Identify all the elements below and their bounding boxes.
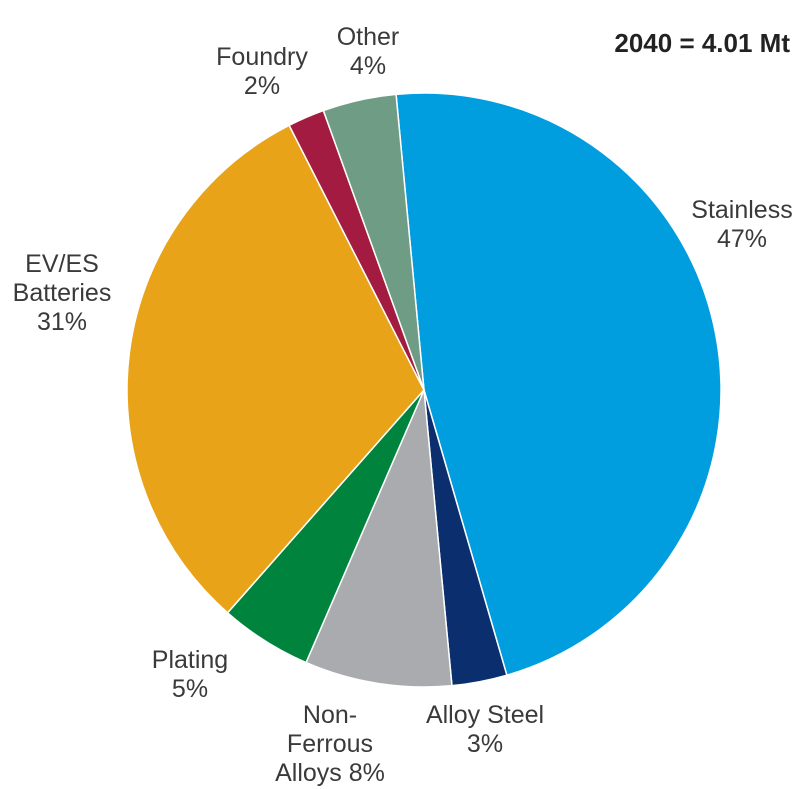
slice-label-line: Stainless (691, 196, 792, 224)
total-annotation: 2040 = 4.01 Mt (614, 28, 790, 58)
slice-label-2: Non-Ferrous Alloys 8% (275, 701, 385, 787)
slice-label-line: 2% (244, 72, 280, 100)
slice-label-line: Plating (152, 646, 228, 674)
pie-slices (126, 92, 722, 688)
slice-label-6: Other 4% (337, 23, 400, 80)
slice-label-line: Alloys 8% (275, 759, 385, 787)
slice-label-line: 47% (717, 225, 767, 253)
slice-label-line: Foundry (216, 43, 308, 71)
slice-label-line: Alloy Steel (426, 701, 544, 729)
slice-label-line: 4% (350, 52, 386, 80)
slice-label-line: Other (337, 23, 400, 51)
slice-label-line: EV/ES (25, 250, 99, 278)
pie-labels: Stainless 47%Alloy Steel 3%Non-Ferrous Allo… (13, 23, 793, 787)
slice-label-3: Plating 5% (152, 646, 228, 703)
slice-label-5: Foundry 2% (216, 43, 308, 100)
slice-label-line: 31% (37, 308, 87, 336)
slice-label-line: 5% (172, 675, 208, 703)
pie-slice-4 (126, 124, 425, 614)
pie-slice-6 (322, 93, 425, 391)
pie-slice-2 (305, 389, 453, 688)
pie-slice-0 (395, 92, 722, 677)
slice-label-line: Ferrous (287, 730, 373, 758)
slice-label-1: Alloy Steel 3% (426, 701, 544, 758)
slice-label-line: Non- (303, 701, 357, 729)
slice-label-line: Batteries (13, 279, 112, 307)
slice-label-0: Stainless 47% (691, 196, 792, 253)
slice-label-4: EV/ES Batteries 31% (13, 250, 112, 336)
slice-label-line: 3% (467, 730, 503, 758)
